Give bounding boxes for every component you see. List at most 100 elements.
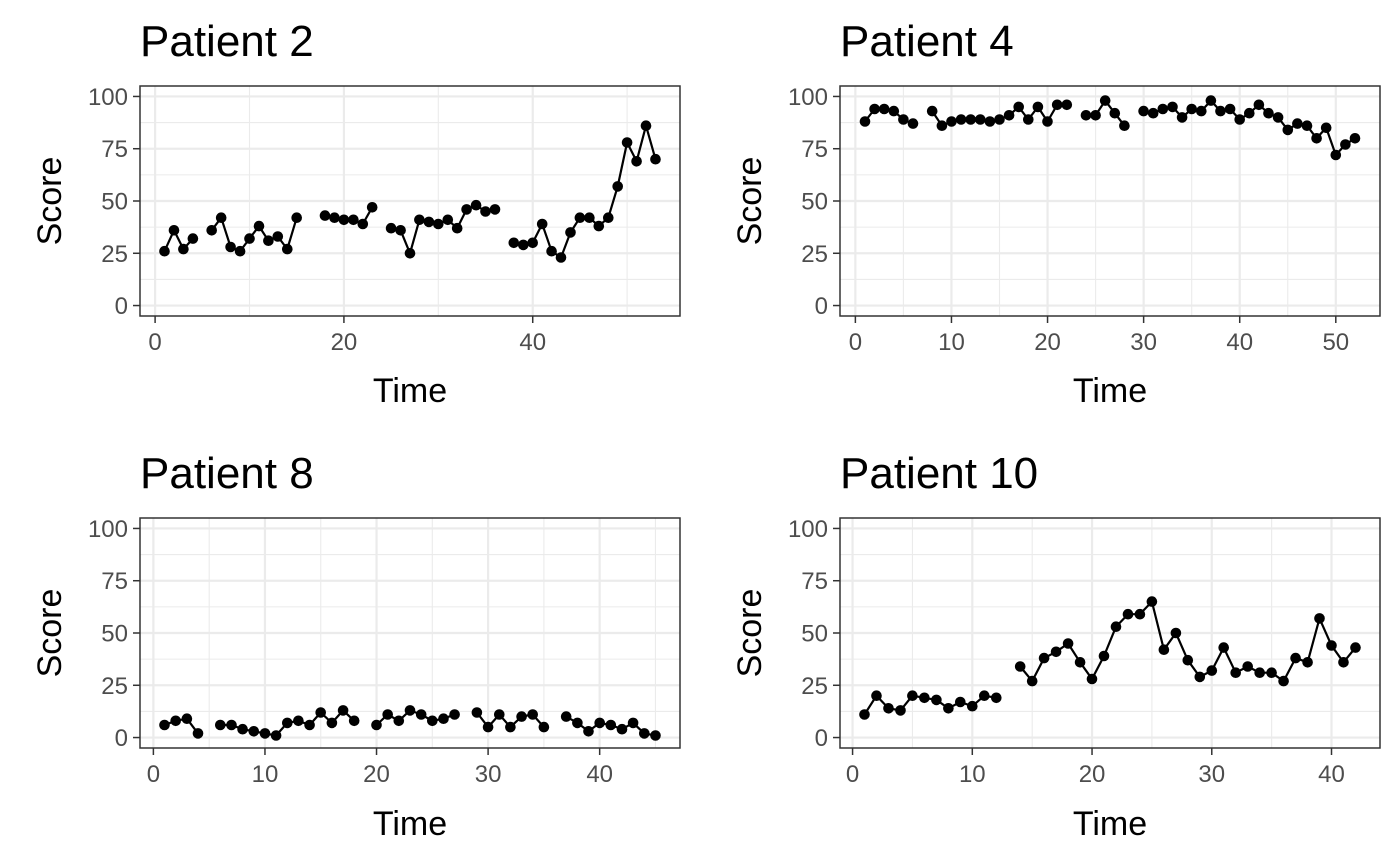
data-point [371, 719, 382, 731]
x-axis-label: Time [373, 805, 447, 843]
data-point [438, 713, 449, 724]
data-point [907, 118, 919, 129]
data-point [348, 715, 360, 727]
data-point [1038, 652, 1050, 664]
data-point [555, 252, 567, 263]
data-point [1330, 149, 1342, 161]
x-tick-label: 40 [1226, 329, 1253, 356]
data-point [936, 120, 948, 131]
data-point [168, 225, 180, 236]
data-point [442, 214, 454, 226]
data-point [482, 721, 494, 733]
data-point [1292, 118, 1303, 129]
x-tick-label: 0 [846, 761, 859, 788]
data-point [1338, 657, 1349, 668]
data-point [226, 719, 237, 731]
y-axis-label: Score [31, 157, 69, 246]
data-point [869, 103, 880, 115]
data-point [946, 116, 957, 127]
data-point [888, 105, 900, 117]
data-point [215, 212, 227, 223]
data-point [1013, 101, 1024, 113]
data-point [1253, 99, 1265, 111]
y-tick-label: 100 [88, 84, 128, 111]
series-line [163, 229, 194, 252]
data-point [1062, 638, 1074, 649]
data-point [1254, 667, 1265, 678]
data-point [385, 222, 397, 234]
data-point [244, 233, 255, 244]
data-point [326, 717, 338, 729]
x-tick-label: 50 [1322, 329, 1349, 356]
x-tick-label: 40 [586, 761, 613, 788]
y-tick-label: 0 [815, 293, 828, 320]
data-point [404, 248, 416, 259]
data-point [1109, 107, 1121, 119]
data-point [621, 137, 633, 148]
data-point [1146, 596, 1158, 607]
data-point [1099, 95, 1111, 106]
data-point [975, 114, 986, 125]
data-point [1196, 105, 1207, 117]
data-point [404, 705, 416, 716]
data-point [337, 705, 349, 716]
data-point [565, 227, 576, 238]
y-tick-label: 75 [101, 136, 128, 163]
data-point [518, 239, 529, 251]
y-tick-label: 25 [801, 241, 828, 268]
y-tick-label: 25 [801, 673, 828, 700]
data-point [187, 233, 199, 244]
data-point [1110, 621, 1122, 632]
data-point [259, 728, 271, 739]
data-point [1314, 613, 1325, 624]
x-tick-label: 0 [147, 761, 160, 788]
x-tick-label: 20 [363, 761, 390, 788]
y-tick-label: 100 [788, 84, 828, 111]
data-point [1014, 661, 1026, 672]
data-point [1302, 657, 1313, 668]
data-point [1263, 107, 1274, 119]
data-point [527, 237, 538, 249]
data-point [616, 723, 628, 735]
data-point [1170, 627, 1182, 639]
data-point [650, 153, 661, 165]
data-point [1205, 95, 1217, 106]
data-point [593, 220, 605, 232]
data-point [270, 730, 282, 741]
data-point [1266, 667, 1277, 678]
x-tick-label: 30 [1198, 761, 1225, 788]
data-point [1032, 101, 1044, 113]
data-point [560, 711, 572, 722]
data-point [878, 103, 890, 115]
data-point [1042, 116, 1053, 127]
data-point [527, 709, 538, 720]
data-point [382, 709, 394, 720]
x-tick-label: 10 [938, 329, 965, 356]
x-axis-label: Time [373, 372, 447, 410]
data-point [612, 181, 623, 192]
data-point [967, 700, 978, 712]
x-tick-label: 20 [1034, 329, 1061, 356]
x-axis-label: Time [1073, 372, 1147, 410]
data-point [414, 214, 425, 226]
y-axis-label: Score [731, 589, 769, 678]
data-point [1272, 112, 1284, 123]
data-point [584, 212, 595, 223]
data-point [583, 726, 594, 737]
data-point [357, 218, 369, 230]
data-point [926, 105, 938, 117]
x-tick-label: 40 [1318, 761, 1345, 788]
data-point [859, 709, 870, 720]
y-tick-label: 75 [101, 568, 128, 595]
panel-title: Patient 8 [140, 449, 314, 498]
data-point [898, 114, 909, 125]
data-point [508, 237, 520, 249]
data-point [536, 218, 548, 230]
data-point [494, 709, 505, 720]
panel-title: Patient 4 [840, 17, 1014, 66]
data-point [871, 690, 882, 701]
data-point [1122, 608, 1134, 620]
data-point [516, 711, 527, 722]
data-point [1206, 665, 1218, 676]
data-point [572, 717, 583, 729]
